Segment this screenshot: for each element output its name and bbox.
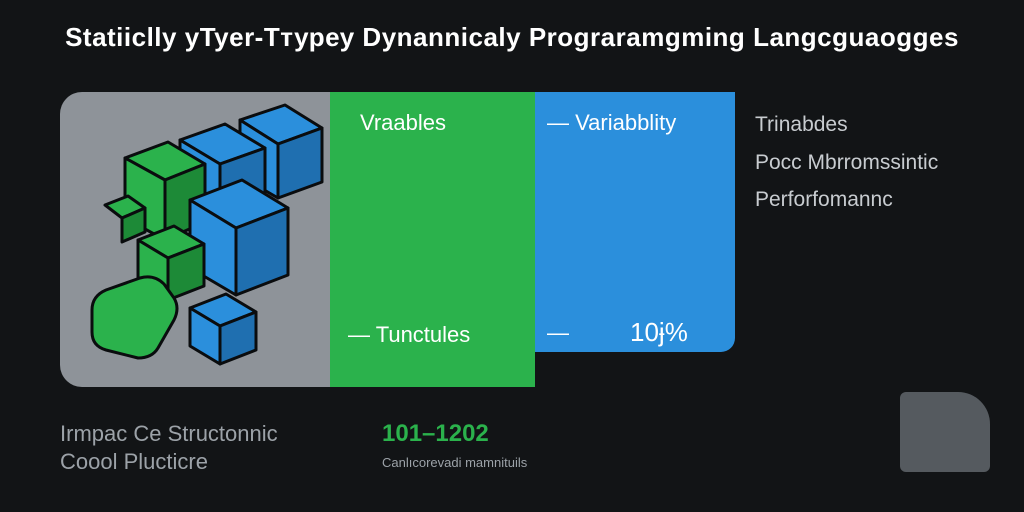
corner-shape-icon [900, 392, 990, 472]
blue-value: 10ɉ% [630, 317, 688, 348]
list-item: Trinabdes [755, 108, 938, 142]
footer-sub: Canlıcorevadi mamnituils [382, 455, 527, 470]
blue-top-label: — Variabblity [547, 110, 676, 136]
green-top-label: Vraables [360, 110, 446, 136]
page-title: Statiiclly yTyer-Tтуреу Dynannicaly Prog… [0, 22, 1024, 53]
cubes-icon [70, 100, 370, 380]
right-list: Trinabdes Pocc Mbrromssintic Perforfoman… [755, 108, 938, 221]
list-item: Perforfomannc [755, 183, 938, 217]
list-item: Pocc Mbrromssintic [755, 146, 938, 180]
footer-year: 101–1202 [382, 420, 489, 448]
blue-bottom-tick: — [547, 320, 569, 346]
panel-blue: — Variabblity — 10ɉ% [535, 92, 735, 352]
footer-left: Irmpac Ce Structonnic Coool Plucticre [60, 420, 278, 475]
